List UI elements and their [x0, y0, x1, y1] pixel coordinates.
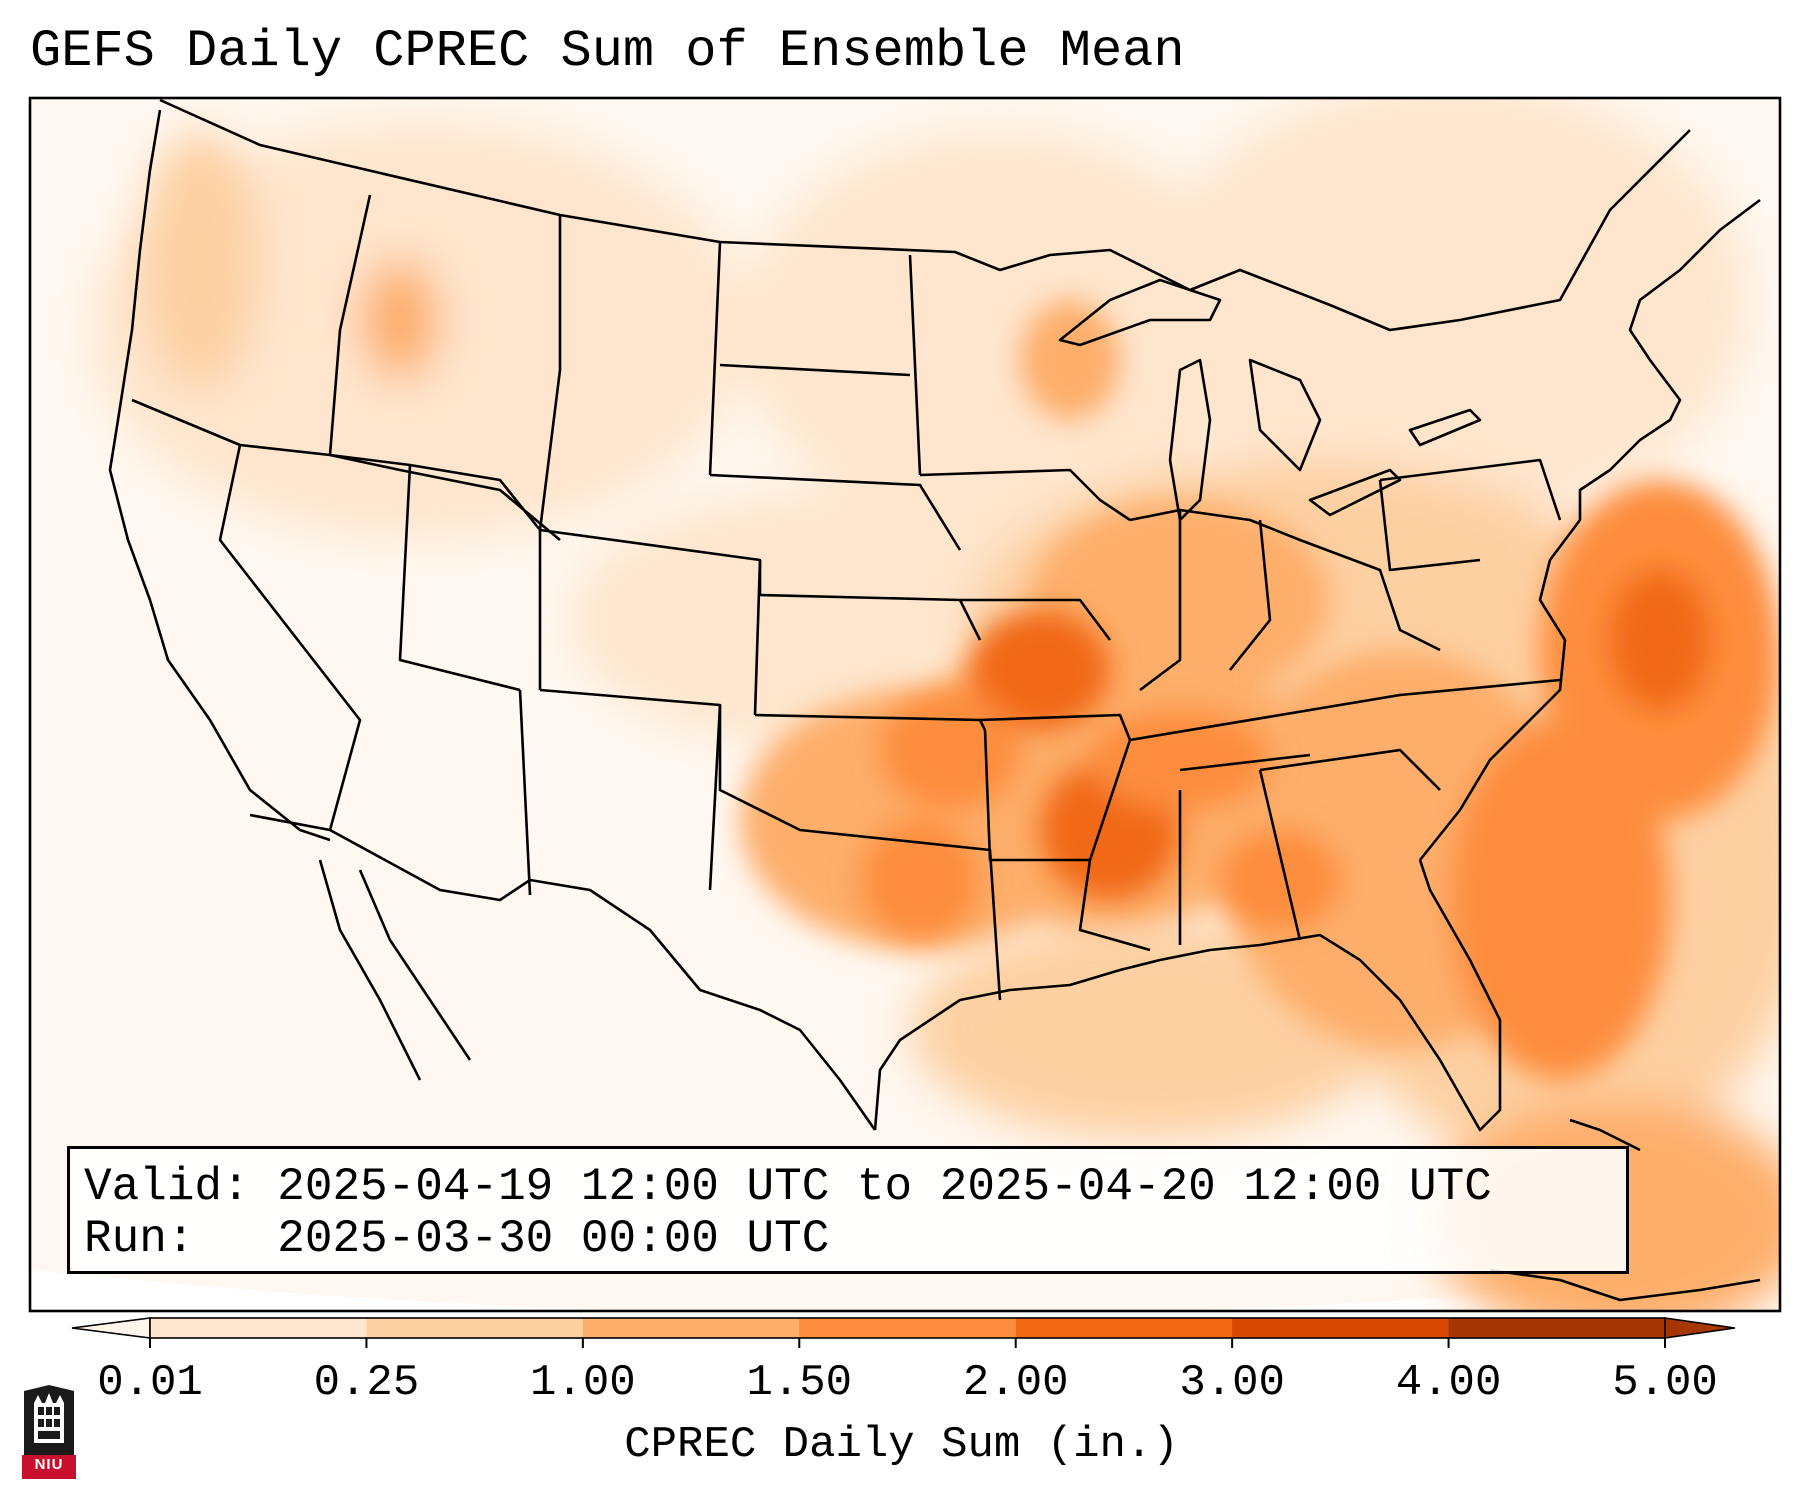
lake-erie	[1308, 468, 1402, 517]
colorbar-segment	[1015, 1318, 1233, 1338]
niu-logo: NIU	[20, 1385, 78, 1479]
valid-time-text: Valid: 2025-04-19 12:00 UTC to 2025-04-2…	[84, 1161, 1492, 1213]
colorbar-tick-label: 0.01	[97, 1358, 203, 1408]
lake-michigan	[1168, 358, 1212, 522]
colorbar-segment	[366, 1318, 584, 1338]
lake-superior	[1058, 278, 1222, 347]
colorbar-extend-low	[71, 1317, 151, 1339]
colorbar-segment	[582, 1318, 800, 1338]
colorbar-segment	[799, 1318, 1017, 1338]
colorbar-frame	[149, 1317, 1666, 1339]
colorbar-tick-label: 5.00	[1612, 1358, 1718, 1408]
west-coastline	[108, 109, 331, 842]
colorbar-tick-label: 3.00	[1179, 1358, 1285, 1408]
colorbar	[71, 1317, 1736, 1348]
run-time-text: Run: 2025-03-30 00:00 UTC	[84, 1213, 830, 1265]
east-coastline	[1418, 198, 1761, 861]
validity-info-box: Valid: 2025-04-19 12:00 UTC to 2025-04-2…	[67, 1146, 1629, 1274]
precip-field	[30, 98, 1780, 1311]
canada-border	[159, 98, 1691, 332]
boundary-lines	[108, 98, 1761, 1302]
lake-ontario	[1408, 408, 1482, 447]
colorbar-tick-label: 1.50	[746, 1358, 853, 1408]
colorbar-tick-label: 0.25	[313, 1358, 420, 1408]
logo-text: NIU	[34, 1456, 64, 1473]
niu-logo-icon	[22, 1385, 76, 1479]
mexico-border	[249, 813, 877, 1131]
map-frame	[28, 96, 1782, 1313]
colorbar-label: CPREC Daily Sum (in.)	[624, 1420, 1179, 1470]
colorbar-tick-label: 4.00	[1395, 1358, 1502, 1408]
colorbar-tick-label: 1.00	[530, 1358, 636, 1408]
colorbar-segment	[150, 1318, 367, 1338]
lake-huron	[1248, 358, 1322, 472]
colorbar-extend-high	[1664, 1317, 1736, 1339]
colorbar-segment	[1232, 1318, 1450, 1338]
colorbar-segment	[1448, 1318, 1666, 1338]
figure-title: GEFS Daily CPREC Sum of Ensemble Mean	[30, 22, 1185, 81]
gulf-coastline	[873, 859, 1502, 1132]
colorbar-tick-label: 2.00	[962, 1358, 1069, 1408]
